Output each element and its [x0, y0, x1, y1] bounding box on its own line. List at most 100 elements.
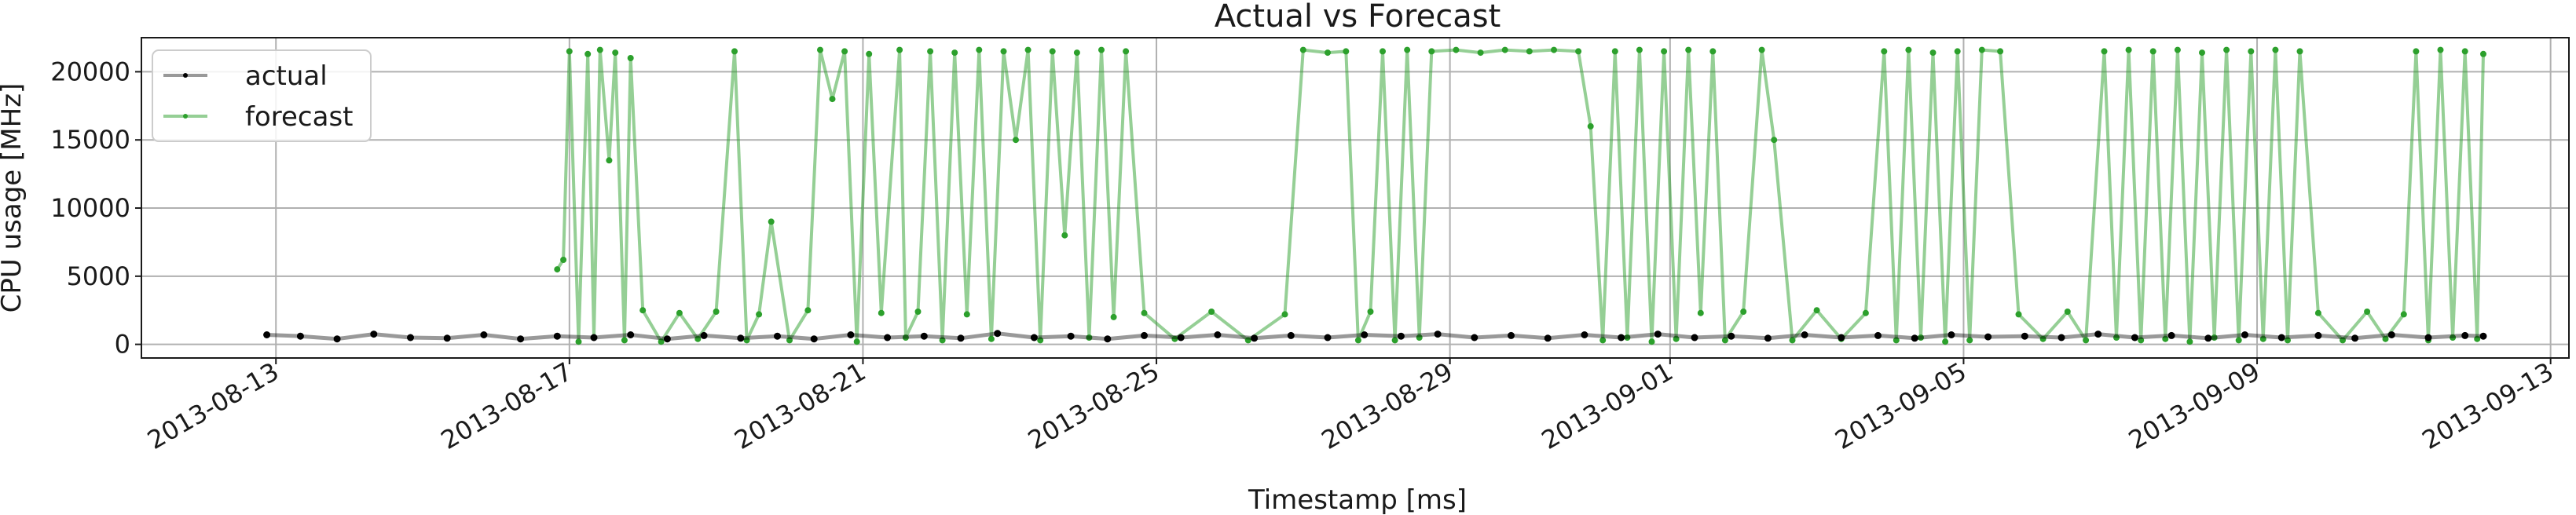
data-point-forecast — [2296, 48, 2303, 55]
data-point-forecast — [2186, 338, 2193, 345]
data-point-actual — [1324, 334, 1332, 342]
data-point-forecast — [2211, 334, 2218, 341]
data-point-forecast — [1740, 309, 1747, 315]
data-point-actual — [1214, 331, 1222, 338]
data-point-actual — [1691, 334, 1698, 342]
data-point-actual — [1471, 334, 1479, 342]
data-point-forecast — [1636, 46, 1643, 53]
data-point-forecast — [575, 338, 582, 345]
data-point-forecast — [1881, 48, 1888, 55]
data-point-forecast — [1624, 334, 1631, 341]
data-point-forecast — [2101, 48, 2108, 55]
data-point-actual — [2277, 334, 2285, 342]
data-point-forecast — [1354, 337, 1361, 344]
data-point-forecast — [1905, 46, 1912, 53]
data-point-actual — [2424, 334, 2432, 342]
data-point-actual — [1911, 334, 1918, 342]
data-point-forecast — [2149, 48, 2156, 55]
data-point-forecast — [1709, 48, 1717, 55]
data-point-forecast — [1037, 337, 1044, 344]
data-point-forecast — [1929, 49, 1937, 57]
data-point-forecast — [786, 337, 793, 344]
data-point-forecast — [627, 55, 634, 61]
data-point-forecast — [1086, 334, 1093, 341]
data-point-actual — [590, 334, 598, 342]
y-tick-label: 0 — [115, 330, 130, 360]
chart-title: Actual vs Forecast — [1215, 0, 1501, 35]
plot-frame — [141, 37, 2570, 359]
data-point-actual — [1838, 334, 1845, 342]
data-point-actual — [2094, 331, 2102, 338]
data-point-forecast — [2474, 335, 2481, 342]
data-point-actual — [1764, 334, 1772, 342]
data-point-forecast — [951, 49, 958, 57]
data-point-forecast — [2461, 48, 2468, 55]
data-point-forecast — [1954, 48, 1961, 55]
data-point-actual — [1948, 331, 1955, 338]
data-point-forecast — [2064, 309, 2071, 315]
data-point-forecast — [2223, 46, 2230, 53]
data-point-forecast — [1299, 46, 1306, 53]
data-point-forecast — [596, 46, 603, 53]
data-point-actual — [1618, 334, 1625, 342]
data-point-actual — [627, 331, 635, 338]
data-point-actual — [957, 334, 965, 342]
data-point-forecast — [2400, 311, 2407, 318]
data-point-actual — [1287, 331, 1295, 339]
data-point-forecast — [731, 48, 738, 55]
data-point-actual — [480, 331, 488, 338]
data-point-actual — [263, 331, 271, 338]
data-point-forecast — [2039, 335, 2047, 342]
data-point-forecast — [1918, 334, 1924, 341]
data-point-actual — [2021, 332, 2028, 340]
data-point-forecast — [2248, 48, 2255, 55]
data-point-forecast — [2174, 46, 2181, 53]
legend-box — [152, 49, 372, 142]
data-point-forecast — [1997, 48, 2004, 55]
data-point-forecast — [1978, 46, 1985, 53]
data-point-actual — [1141, 331, 1148, 339]
legend-actual-marker — [183, 73, 188, 78]
data-point-actual — [2351, 334, 2359, 342]
data-point-forecast — [878, 309, 885, 316]
data-point-forecast — [841, 48, 848, 55]
data-point-forecast — [976, 46, 983, 53]
data-point-forecast — [2015, 311, 2022, 318]
data-point-forecast — [1942, 338, 1949, 345]
data-point-forecast — [1171, 335, 1178, 342]
data-point-forecast — [1673, 335, 1680, 342]
data-point-actual — [1984, 333, 1992, 341]
data-point-forecast — [939, 337, 946, 344]
data-point-forecast — [1453, 46, 1460, 53]
data-point-actual — [810, 335, 818, 343]
data-point-forecast — [1325, 49, 1331, 57]
data-point-forecast — [2162, 335, 2169, 342]
data-point-actual — [1434, 331, 1442, 338]
data-point-actual — [1104, 335, 1112, 343]
data-point-forecast — [2450, 334, 2457, 341]
data-point-forecast — [2364, 309, 2371, 315]
data-point-forecast — [2285, 337, 2291, 344]
data-point-actual — [553, 332, 561, 340]
data-point-actual — [2204, 334, 2212, 342]
data-point-forecast — [1575, 48, 1582, 55]
data-point-actual — [884, 334, 892, 342]
data-point-forecast — [560, 257, 567, 263]
data-point-actual — [920, 332, 928, 340]
data-point-forecast — [676, 309, 683, 316]
data-point-forecast — [1123, 48, 1130, 55]
data-point-forecast — [2480, 50, 2486, 57]
data-point-forecast — [2413, 48, 2420, 55]
data-point-actual — [1581, 331, 1588, 338]
data-point-actual — [407, 334, 414, 342]
data-point-forecast — [1966, 337, 1973, 344]
data-point-forecast — [2113, 334, 2120, 341]
data-point-forecast — [554, 266, 561, 273]
data-point-actual — [1251, 334, 1259, 342]
data-point-forecast — [866, 50, 873, 57]
data-point-forecast — [2235, 337, 2242, 344]
data-point-actual — [2387, 331, 2395, 338]
data-point-actual — [1030, 334, 1038, 342]
